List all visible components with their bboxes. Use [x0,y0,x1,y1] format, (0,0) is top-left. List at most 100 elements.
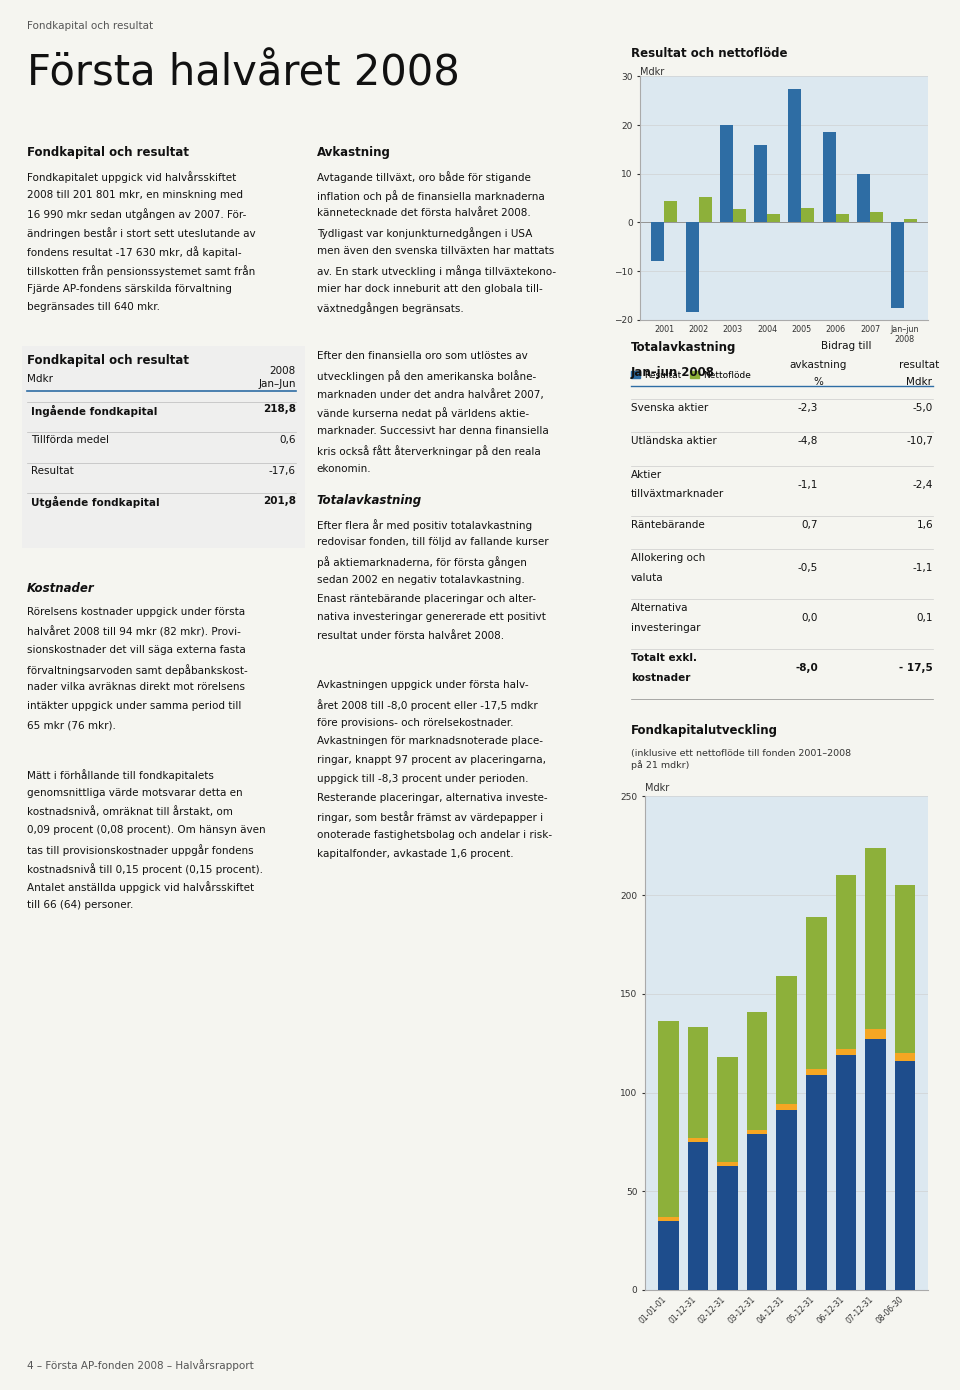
Text: ringar, som består främst av värdepapper i: ringar, som består främst av värdepapper… [317,812,543,823]
Bar [767,214,780,222]
Text: 2008: 2008 [270,366,296,375]
Text: marknader. Successivt har denna finansiella: marknader. Successivt har denna finansie… [317,427,548,436]
Text: resultat under första halvåret 2008.: resultat under första halvåret 2008. [317,631,504,641]
Text: växtnedgången begränsats.: växtnedgången begränsats. [317,302,464,314]
Text: 0,7: 0,7 [802,520,818,530]
FancyBboxPatch shape [16,342,311,552]
Text: Totalt exkl.: Totalt exkl. [631,653,697,663]
Text: 201,8: 201,8 [263,496,296,506]
Text: Rörelsens kostnader uppgick under första: Rörelsens kostnader uppgick under första [27,607,245,617]
Bar [777,1111,797,1290]
Text: genomsnittliga värde motsvarar detta en: genomsnittliga värde motsvarar detta en [27,788,243,798]
Text: Utgående fondkapital: Utgående fondkapital [31,496,159,509]
Text: förvaltningsarvoden samt depåbankskost-: förvaltningsarvoden samt depåbankskost- [27,663,248,676]
Bar [717,1056,738,1162]
Text: -4,8: -4,8 [798,436,818,446]
Text: tillväxtmarknader: tillväxtmarknader [631,489,724,499]
Text: av. En stark utveckling i många tillväxtekono-: av. En stark utveckling i många tillväxt… [317,264,556,277]
Text: Ingående fondkapital: Ingående fondkapital [31,404,157,417]
Bar [835,1055,856,1290]
Text: Mdkr: Mdkr [27,374,53,384]
Text: Alternativa: Alternativa [631,603,688,613]
Text: Fondkapital och resultat: Fondkapital och resultat [27,21,153,31]
Text: Mdkr: Mdkr [905,377,932,386]
Text: valuta: valuta [631,573,663,582]
Text: Tillförda medel: Tillförda medel [31,435,108,445]
Text: Allokering och: Allokering och [631,553,705,563]
Text: Totalavkastning: Totalavkastning [317,493,422,506]
Bar [747,1134,767,1290]
Text: (inklusive ett nettoflöde till fonden 2001–2008
på 21 mdkr): (inklusive ett nettoflöde till fonden 20… [631,749,851,770]
Text: -2,4: -2,4 [913,480,933,489]
Bar [720,125,732,222]
Bar [651,222,664,261]
Bar [857,174,870,222]
Text: kostnader: kostnader [631,673,690,682]
Text: Fjärde AP-fondens särskilda förvaltning: Fjärde AP-fondens särskilda förvaltning [27,284,231,293]
Text: inflation och på de finansiella marknaderna: inflation och på de finansiella marknade… [317,189,544,202]
Text: Fondkapitalutveckling: Fondkapitalutveckling [631,724,778,737]
Legend: Resultat, Nettoflöde: Resultat, Nettoflöde [628,367,755,384]
Text: Resultat: Resultat [31,466,74,475]
Text: Mdkr: Mdkr [640,67,664,76]
Text: investeringar: investeringar [631,623,700,632]
Bar [865,1040,886,1290]
Bar [895,885,916,1054]
Text: -1,1: -1,1 [913,563,933,573]
Text: Avkastning: Avkastning [317,146,391,158]
Text: Totalavkastning: Totalavkastning [631,341,736,353]
Text: Efter den finansiella oro som utlöstes av: Efter den finansiella oro som utlöstes a… [317,352,528,361]
Text: uppgick till -8,3 procent under perioden.: uppgick till -8,3 procent under perioden… [317,774,528,784]
Bar [904,218,918,222]
Text: Första halvåret 2008: Första halvåret 2008 [27,53,460,95]
Bar [755,145,767,222]
Text: Aktier: Aktier [631,470,661,480]
Bar [870,211,883,222]
Text: Mdkr: Mdkr [645,783,669,792]
Text: 4 – Första AP-fonden 2008 – Halvårsrapport: 4 – Första AP-fonden 2008 – Halvårsrappo… [27,1359,253,1372]
Text: Antalet anställda uppgick vid halvårsskiftet: Antalet anställda uppgick vid halvårsski… [27,881,254,894]
Text: Tydligast var konjunkturnedgången i USA: Tydligast var konjunkturnedgången i USA [317,227,532,239]
Text: Efter flera år med positiv totalavkastning: Efter flera år med positiv totalavkastni… [317,518,532,531]
Text: sedan 2002 en negativ totalavkastning.: sedan 2002 en negativ totalavkastning. [317,575,524,585]
Text: -5,0: -5,0 [913,403,933,413]
Text: året 2008 till -8,0 procent eller -17,5 mdkr: året 2008 till -8,0 procent eller -17,5 … [317,699,538,710]
Text: Resterande placeringar, alternativa investe-: Resterande placeringar, alternativa inve… [317,792,547,802]
Text: till 66 (64) personer.: till 66 (64) personer. [27,901,133,910]
Text: -17,6: -17,6 [269,466,296,475]
Text: Jan–jun 2008: Jan–jun 2008 [631,366,714,378]
Bar [699,197,711,222]
Text: redovisar fonden, till följd av fallande kurser: redovisar fonden, till följd av fallande… [317,538,548,548]
Bar [747,1012,767,1130]
Bar [835,876,856,1049]
Bar [687,1143,708,1290]
Text: mier har dock inneburit att den globala till-: mier har dock inneburit att den globala … [317,284,542,293]
Text: Fondkapital och resultat: Fondkapital och resultat [27,354,189,367]
Text: 218,8: 218,8 [263,404,296,414]
Bar [658,1216,679,1220]
Text: Kostnader: Kostnader [27,582,94,595]
Text: men även den svenska tillväxten har mattats: men även den svenska tillväxten har matt… [317,246,554,256]
Text: Bidrag till: Bidrag till [822,341,872,350]
Text: -0,5: -0,5 [798,563,818,573]
Text: halvåret 2008 till 94 mkr (82 mkr). Provi-: halvåret 2008 till 94 mkr (82 mkr). Prov… [27,626,241,638]
Bar [777,1105,797,1111]
Text: 0,09 procent (0,08 procent). Om hänsyn även: 0,09 procent (0,08 procent). Om hänsyn ä… [27,826,266,835]
Bar [658,1220,679,1290]
Text: Svenska aktier: Svenska aktier [631,403,708,413]
Text: resultat: resultat [899,360,939,370]
Text: Resultat och nettoflöde: Resultat och nettoflöde [631,47,787,60]
Bar [717,1162,738,1166]
Text: Avkastningen uppgick under första halv-: Avkastningen uppgick under första halv- [317,680,528,689]
Text: kostnadsnivå till 0,15 procent (0,15 procent).: kostnadsnivå till 0,15 procent (0,15 pro… [27,863,263,874]
Bar [747,1130,767,1134]
Bar [717,1166,738,1290]
Text: Fondkapitalet uppgick vid halvårsskiftet: Fondkapitalet uppgick vid halvårsskiftet [27,171,236,183]
Bar [788,89,802,222]
Text: nader vilka avräknas direkt mot rörelsens: nader vilka avräknas direkt mot rörelsen… [27,682,245,692]
Text: 65 mkr (76 mkr).: 65 mkr (76 mkr). [27,720,116,730]
Bar [687,1138,708,1143]
Text: Avkastningen för marknadsnoterade place-: Avkastningen för marknadsnoterade place- [317,737,542,746]
Text: Räntebärande: Räntebärande [631,520,705,530]
Text: Enast räntebärande placeringar och alter-: Enast räntebärande placeringar och alter… [317,594,536,603]
